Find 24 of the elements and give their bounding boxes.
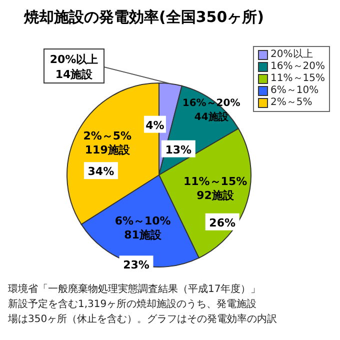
- text: 4%: [146, 118, 164, 132]
- legend-label: 20%以上: [270, 49, 313, 61]
- chart-title: 焼却施設の発電効率(全国350ヶ所): [24, 8, 264, 27]
- slice-label: 16%～20%: [182, 98, 240, 110]
- text: 13%: [165, 143, 192, 156]
- legend-label: 2%～5%: [270, 97, 312, 109]
- text: 34%: [88, 165, 114, 178]
- slice-label: 11%～15%: [183, 175, 248, 188]
- text: 23%: [123, 258, 150, 272]
- data-label: 119施設: [84, 144, 131, 157]
- data-label: 92施設: [196, 189, 235, 202]
- data-label: 14施設: [55, 68, 94, 81]
- data-label: 44施設: [194, 111, 230, 124]
- legend-label: 11%～15%: [270, 73, 325, 85]
- text: 26%: [209, 216, 236, 230]
- data-label: 81施設: [124, 228, 162, 242]
- text: 環境省「一般廃棄物処理実態調査結果（平成17年度）」: [8, 282, 262, 297]
- text: 場は350ヶ所（休止を含む）。グラフはその発電効率の内訳: [8, 312, 278, 327]
- slice-label: 2%～5%: [83, 130, 132, 143]
- legend-label: 16%～20%: [270, 61, 325, 73]
- slice-label: 20%以上: [50, 53, 98, 66]
- legend-label: 6%～10%: [270, 85, 319, 97]
- slice-label: 6%～10%: [114, 214, 171, 228]
- text: 新設予定を含む1,319ヶ所の焼却施設のうち、発電施設: [8, 298, 258, 312]
